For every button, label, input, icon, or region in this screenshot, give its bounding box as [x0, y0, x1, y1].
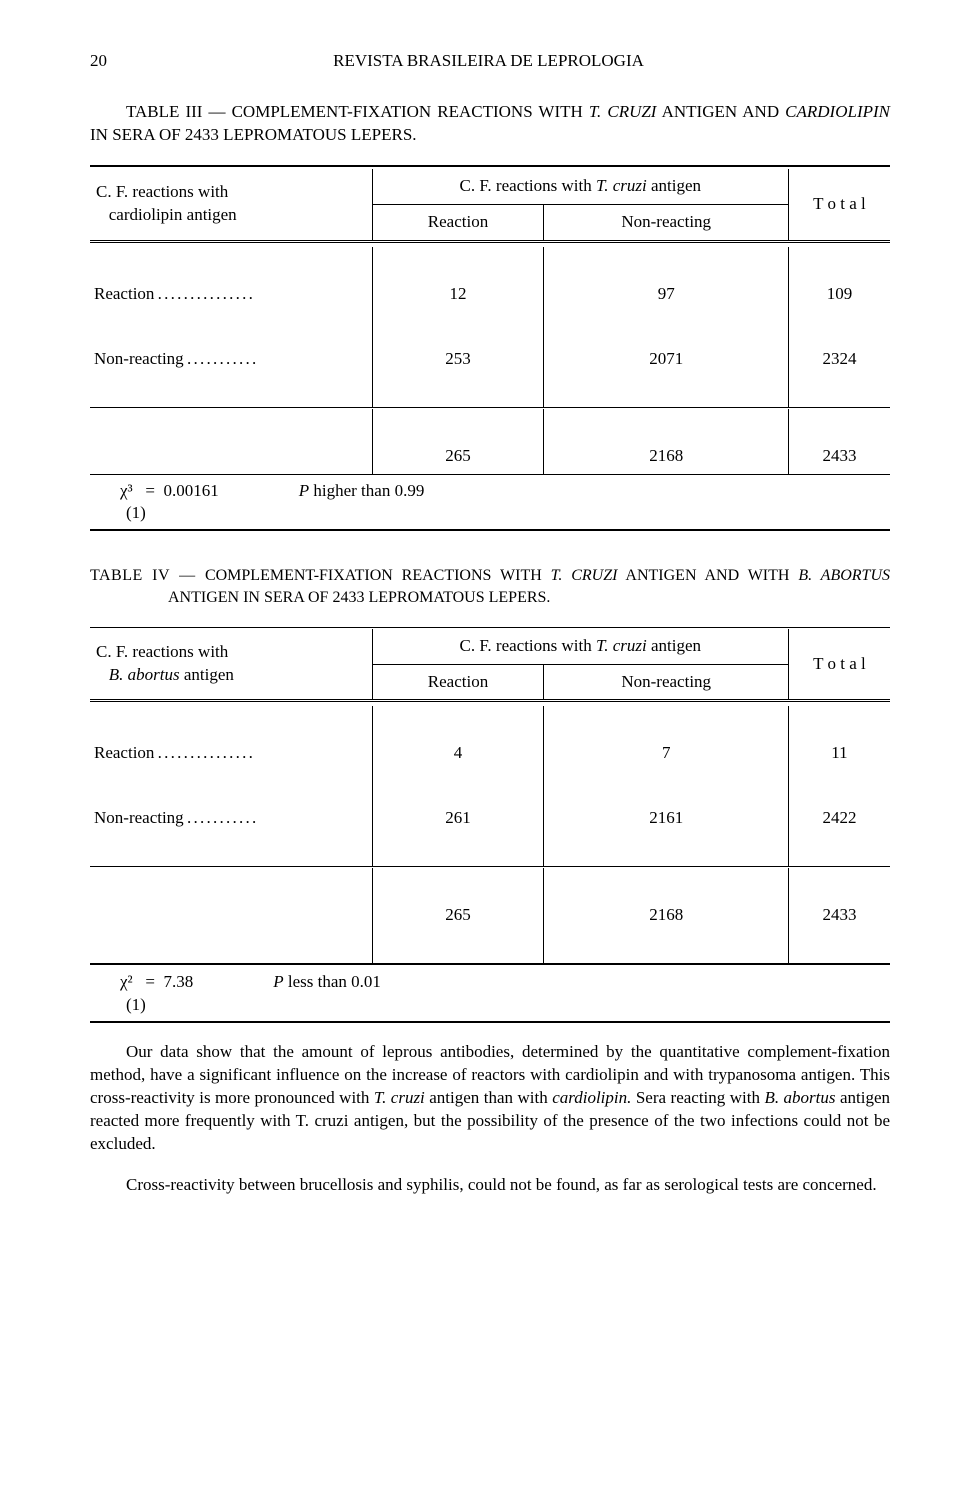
row-label: Non-reacting	[94, 349, 255, 368]
col-header: cardiolipin antigen	[109, 205, 237, 224]
para-text: Sera reacting with	[631, 1088, 764, 1107]
caption-italic: B. ABORTUS	[798, 567, 890, 584]
cell: 2422	[788, 801, 890, 836]
row-label: Non-reacting	[94, 808, 255, 827]
sub-header: Non-reacting	[621, 212, 711, 231]
table-row: Reaction 12 97 109	[90, 277, 890, 312]
caption-text: ANTIGEN AND WITH	[617, 567, 798, 584]
cell: 109	[788, 277, 890, 312]
caption-label: TABLE IV —	[90, 567, 205, 584]
paragraph-2: Cross-reactivity between brucellosis and…	[90, 1174, 890, 1197]
col-header: T o t a l	[813, 194, 866, 213]
col-header: C. F. reactions with	[459, 176, 596, 195]
sub-header: Non-reacting	[621, 672, 711, 691]
caption-text: ANTIGEN AND	[656, 102, 785, 121]
para-italic: cardiolipin.	[552, 1088, 631, 1107]
col-header: antigen	[647, 636, 701, 655]
col-header-italic: T. cruzi	[596, 176, 647, 195]
chi-value: χ² = 7.38	[120, 972, 193, 991]
page-number: 20	[90, 50, 107, 73]
journal-title: REVISTA BRASILEIRA DE LEPROLOGIA	[333, 50, 644, 73]
cell: 11	[788, 736, 890, 771]
col-header-italic: B. abortus	[109, 665, 180, 684]
table3-stats: χ³ = 0.00161 (1) P higher than 0.99	[90, 476, 890, 532]
caption-italic: CARDIOLIPIN	[785, 102, 890, 121]
row-label: Reaction	[94, 743, 252, 762]
row-label: Reaction	[94, 284, 252, 303]
table4-caption: TABLE IV — COMPLEMENT-FIXATION REACTIONS…	[90, 565, 890, 608]
col-header: C. F. reactions with	[459, 636, 596, 655]
para-italic: T. cruzi	[374, 1088, 425, 1107]
table4: C. F. reactions with B. abortus antigen …	[90, 627, 890, 968]
cell: 97	[544, 277, 788, 312]
para-text: antigen than with	[425, 1088, 552, 1107]
caption-text: COMPLEMENT-FIXATION REACTIONS WITH	[205, 567, 551, 584]
table-totals: 265 2168 2433	[90, 898, 890, 933]
chi-df: (1)	[120, 503, 146, 522]
page-header: 20 REVISTA BRASILEIRA DE LEPROLOGIA	[90, 50, 890, 73]
cell: 261	[372, 801, 544, 836]
table3: C. F. reactions with cardiolipin antigen…	[90, 165, 890, 476]
p-value: less than 0.01	[288, 972, 381, 991]
sub-header: Reaction	[428, 672, 488, 691]
cell: 2324	[788, 342, 890, 377]
table-row: Reaction 4 7 11	[90, 736, 890, 771]
table3-caption: TABLE III — COMPLEMENT-FIXATION REACTION…	[90, 101, 890, 147]
p-label: P	[299, 481, 309, 500]
col-header: T o t a l	[813, 654, 866, 673]
cell: 2168	[544, 898, 788, 933]
paragraph-1: Our data show that the amount of leprous…	[90, 1041, 890, 1156]
caption-text: ANTIGEN IN SERA OF 2433 LEPROMATOUS LEPE…	[168, 589, 550, 606]
cell: 2071	[544, 342, 788, 377]
col-header: antigen	[180, 665, 234, 684]
p-label: P	[273, 972, 283, 991]
col-header: C. F. reactions with	[96, 642, 228, 661]
table-totals: 265 2168 2433	[90, 439, 890, 474]
caption-text: TABLE III — COMPLEMENT-FIXATION REACTION…	[126, 102, 589, 121]
cell: 2161	[544, 801, 788, 836]
chi-df: (1)	[120, 995, 146, 1014]
cell: 7	[544, 736, 788, 771]
col-header-italic: T. cruzi	[596, 636, 647, 655]
col-header: C. F. reactions with	[96, 182, 228, 201]
caption-italic: T. CRUZI	[551, 567, 618, 584]
cell: 2433	[788, 439, 890, 474]
chi-value: χ³ = 0.00161	[120, 481, 219, 500]
cell: 265	[372, 898, 544, 933]
caption-italic: T. CRUZI	[589, 102, 657, 121]
col-header: antigen	[647, 176, 701, 195]
table-row: Non-reacting 261 2161 2422	[90, 801, 890, 836]
para-italic: B. abortus	[764, 1088, 835, 1107]
p-value: higher than 0.99	[313, 481, 424, 500]
sub-header: Reaction	[428, 212, 488, 231]
cell: 12	[372, 277, 544, 312]
cell: 253	[372, 342, 544, 377]
cell: 265	[372, 439, 544, 474]
table4-stats: χ² = 7.38 (1) P less than 0.01	[90, 967, 890, 1023]
caption-text: IN SERA OF 2433 LEPROMATOUS LEPERS.	[90, 125, 417, 144]
cell: 4	[372, 736, 544, 771]
cell: 2433	[788, 898, 890, 933]
table-row: Non-reacting 253 2071 2324	[90, 342, 890, 377]
cell: 2168	[544, 439, 788, 474]
